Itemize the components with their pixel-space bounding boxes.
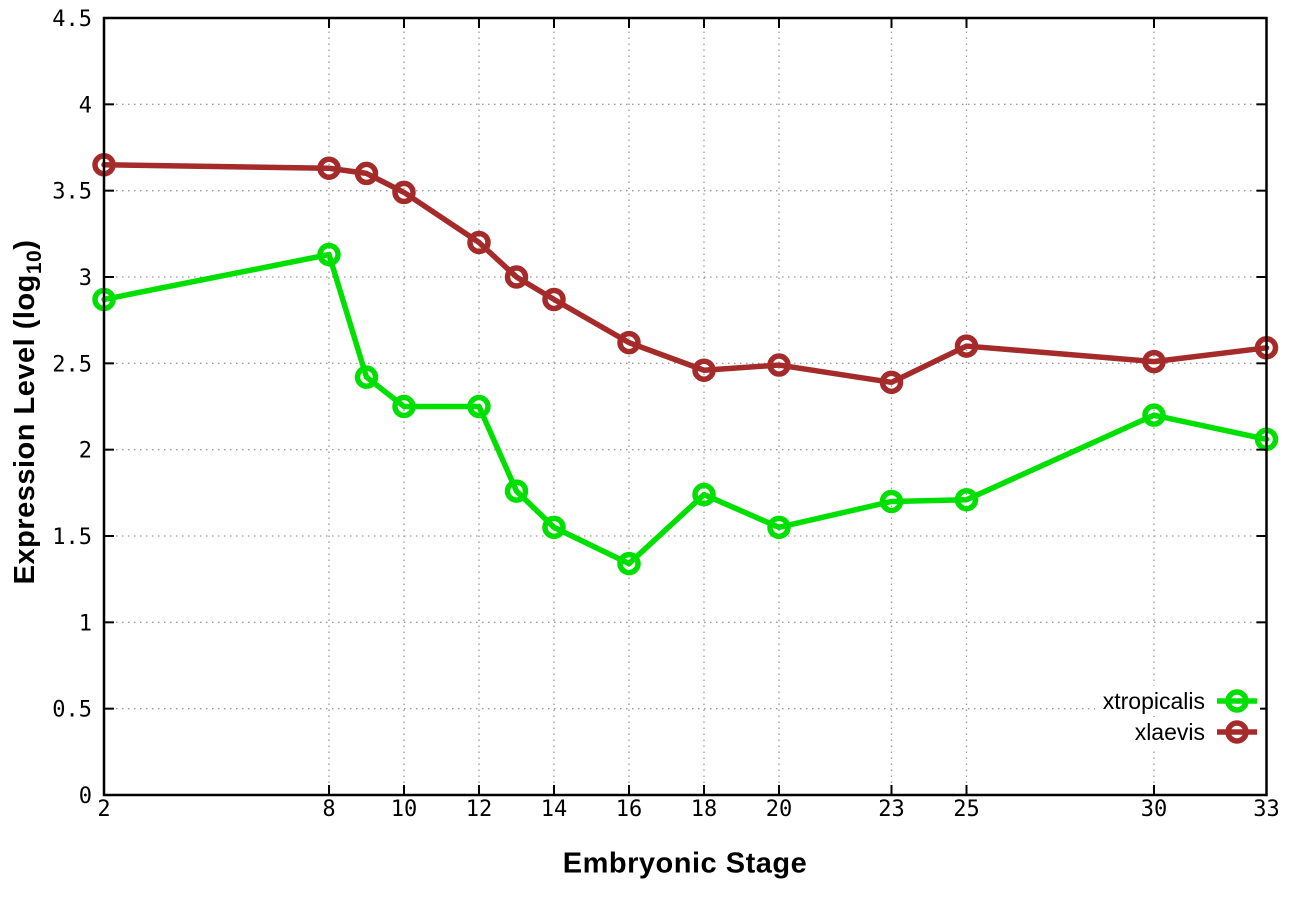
legend: xtropicalis xlaevis bbox=[1094, 686, 1260, 747]
xtropicalis-point-marker bbox=[504, 479, 529, 503]
xlaevis-point-marker bbox=[317, 156, 341, 180]
y-axis-title-suffix: ) bbox=[9, 239, 42, 250]
x-tick-label: 2 bbox=[97, 797, 110, 822]
plot-border bbox=[102, 16, 1268, 797]
x-tick-label: 12 bbox=[466, 797, 493, 822]
xtropicalis-point-marker bbox=[467, 394, 491, 419]
data-series bbox=[92, 153, 1279, 576]
y-tick-label: 4 bbox=[79, 93, 92, 118]
y-axis-title-text: Expression Level (log bbox=[9, 274, 42, 585]
y-tick-label: 2.5 bbox=[52, 352, 92, 377]
xlaevis-point-marker bbox=[392, 180, 416, 205]
gridlines bbox=[104, 17, 1268, 795]
legend-item-xlaevis: xlaevis bbox=[1126, 717, 1260, 747]
y-axis-title-subscript: 10 bbox=[22, 249, 46, 275]
y-axis-title: Expression Level (log10) bbox=[9, 240, 47, 585]
x-tick-label: 25 bbox=[953, 797, 980, 822]
legend-label-xtropicalis: xtropicalis bbox=[1102, 687, 1205, 714]
y-tick-label: 3.5 bbox=[52, 180, 92, 205]
xtropicalis-line bbox=[101, 251, 1270, 567]
x-tick-label: 10 bbox=[391, 797, 418, 822]
xlaevis-point-marker bbox=[542, 287, 566, 312]
x-tick-label: 23 bbox=[878, 797, 905, 822]
xtropicalis-point-marker bbox=[542, 515, 566, 540]
xlaevis-point-marker bbox=[617, 330, 641, 355]
y-tick-label: 0 bbox=[79, 784, 92, 809]
xtropicalis-point-marker bbox=[692, 482, 716, 507]
xlaevis-line-marker-icon bbox=[1217, 720, 1257, 744]
x-tick-label: 14 bbox=[541, 797, 568, 822]
xtropicalis-point-marker bbox=[392, 394, 416, 419]
xlaevis-point-marker bbox=[354, 161, 379, 186]
x-tick-label: 18 bbox=[691, 797, 718, 822]
xtropicalis-point-marker bbox=[354, 365, 379, 389]
xtropicalis-point-marker bbox=[1142, 403, 1166, 427]
y-tick-label: 1 bbox=[79, 611, 92, 636]
legend-item-xtropicalis: xtropicalis bbox=[1094, 686, 1260, 716]
x-tick-label: 20 bbox=[766, 797, 793, 822]
x-tick-label: 16 bbox=[616, 797, 643, 822]
x-tick-label: 33 bbox=[1253, 797, 1280, 822]
xlaevis-point-marker bbox=[692, 358, 716, 382]
xlaevis-line bbox=[101, 162, 1270, 386]
x-tick-label: 30 bbox=[1141, 797, 1168, 822]
xtropicalis-point-marker bbox=[317, 242, 341, 267]
xlaevis-point-marker bbox=[954, 334, 979, 358]
xtropicalis-point-marker bbox=[954, 487, 979, 512]
xtropicalis-point-marker bbox=[879, 489, 904, 514]
xlaevis-point-marker bbox=[504, 265, 529, 289]
y-tick-label: 0.5 bbox=[52, 698, 92, 723]
xtropicalis-point-marker bbox=[767, 515, 791, 540]
legend-label-xlaevis: xlaevis bbox=[1134, 718, 1205, 745]
tick-labels: 2 8 10 12 14 16 18 20 23 25 30 33 0 0.5 1 1.5 2 2.5 3 3.5 4 4… bbox=[52, 7, 1280, 822]
xlaevis-point-marker bbox=[467, 230, 491, 255]
xlaevis-point-marker bbox=[767, 353, 791, 377]
x-tick-label: 8 bbox=[322, 797, 335, 822]
xlaevis-point-marker bbox=[879, 370, 904, 395]
y-tick-label: 2 bbox=[79, 439, 92, 464]
xlaevis-point-marker bbox=[1142, 349, 1166, 374]
y-tick-label: 1.5 bbox=[52, 525, 92, 550]
xtropicalis-line-marker-icon bbox=[1217, 689, 1257, 713]
x-axis-title: Embryonic Stage bbox=[562, 847, 808, 880]
border-box bbox=[102, 16, 1268, 797]
xtropicalis-point-marker bbox=[617, 551, 641, 576]
y-tick-label: 3 bbox=[79, 266, 92, 291]
y-tick-label: 4.5 bbox=[52, 7, 92, 32]
